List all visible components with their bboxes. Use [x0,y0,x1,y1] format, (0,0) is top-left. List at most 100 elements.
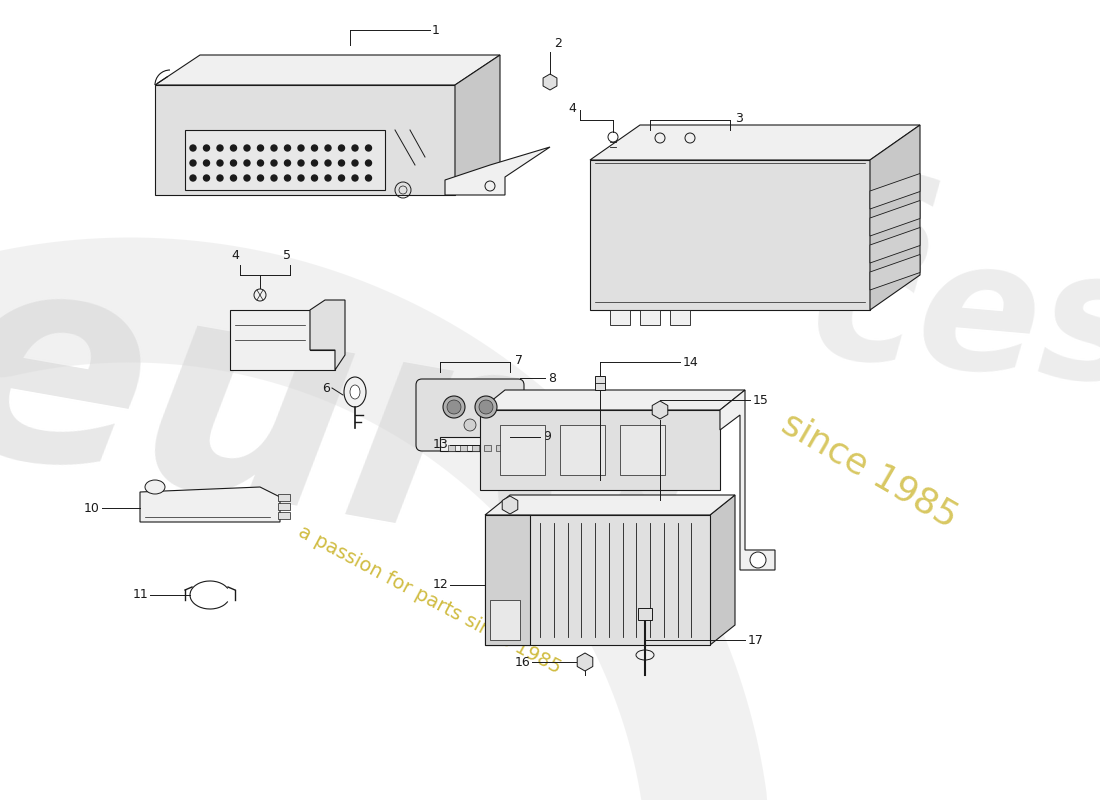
Bar [485,515,530,645]
Circle shape [298,160,304,166]
Text: 3: 3 [735,111,743,125]
Bar [472,445,478,451]
Polygon shape [155,85,455,195]
Circle shape [257,175,264,181]
Text: 14: 14 [683,355,698,369]
Circle shape [257,145,264,151]
Circle shape [352,145,358,151]
Circle shape [365,145,372,151]
Bar [595,376,605,390]
Circle shape [217,160,223,166]
FancyBboxPatch shape [416,379,524,451]
Circle shape [365,160,372,166]
Polygon shape [870,227,920,263]
Bar [460,445,467,451]
Circle shape [244,160,250,166]
Ellipse shape [475,396,497,418]
Polygon shape [870,125,920,310]
Circle shape [190,175,196,181]
Polygon shape [590,125,920,160]
Polygon shape [140,487,280,522]
Polygon shape [440,437,505,451]
Circle shape [311,175,318,181]
Polygon shape [870,201,920,236]
Polygon shape [485,515,710,645]
Bar [638,608,652,620]
Circle shape [339,160,344,166]
Text: 4: 4 [568,102,576,114]
Circle shape [231,145,236,151]
Circle shape [190,160,196,166]
Bar [560,425,605,475]
Polygon shape [610,310,630,325]
Polygon shape [590,160,870,310]
Text: 5: 5 [283,249,292,262]
Bar [490,600,520,640]
Text: 6: 6 [322,382,330,394]
Bar [278,494,290,501]
Bar [500,425,544,475]
Text: 16: 16 [515,655,530,669]
Circle shape [352,160,358,166]
Text: es: es [689,115,952,325]
Circle shape [339,145,344,151]
Polygon shape [310,300,345,370]
Polygon shape [455,55,500,195]
Circle shape [339,175,344,181]
Polygon shape [480,410,720,490]
Ellipse shape [447,400,461,414]
Circle shape [204,145,209,151]
Ellipse shape [443,396,465,418]
Text: 7: 7 [515,354,522,366]
Circle shape [190,145,196,151]
Ellipse shape [750,552,766,568]
Text: 12: 12 [432,578,448,591]
Bar [496,445,503,451]
Bar [278,512,290,519]
Circle shape [217,175,223,181]
Polygon shape [485,495,735,515]
Text: 10: 10 [84,502,100,514]
Bar [278,503,290,510]
Circle shape [324,160,331,166]
Text: 8: 8 [548,371,556,385]
Text: a passion for parts since 1985: a passion for parts since 1985 [296,522,564,678]
Ellipse shape [350,385,360,399]
Polygon shape [870,254,920,290]
Circle shape [244,145,250,151]
Circle shape [365,175,372,181]
Circle shape [204,175,209,181]
Circle shape [285,145,290,151]
Circle shape [271,175,277,181]
Text: 17: 17 [748,634,763,646]
Text: since 1985: since 1985 [777,406,964,534]
Text: 15: 15 [754,394,769,406]
Text: 9: 9 [543,430,551,443]
Circle shape [231,160,236,166]
Text: 4: 4 [231,249,239,262]
Text: euro: euro [0,226,714,634]
Text: 13: 13 [432,438,448,451]
Circle shape [311,145,318,151]
Polygon shape [670,310,690,325]
Polygon shape [710,495,735,645]
Bar [185,130,385,190]
Text: 2: 2 [554,37,562,50]
Polygon shape [640,310,660,325]
Circle shape [324,175,331,181]
Circle shape [285,160,290,166]
Circle shape [464,419,476,431]
Polygon shape [446,147,550,195]
Text: ces: ces [804,218,1100,422]
Circle shape [217,145,223,151]
Circle shape [271,160,277,166]
Polygon shape [720,390,775,570]
Circle shape [298,145,304,151]
Circle shape [311,160,318,166]
Text: 11: 11 [132,589,148,602]
Circle shape [324,145,331,151]
Ellipse shape [478,400,493,414]
Circle shape [352,175,358,181]
Circle shape [271,145,277,151]
Polygon shape [155,55,501,85]
